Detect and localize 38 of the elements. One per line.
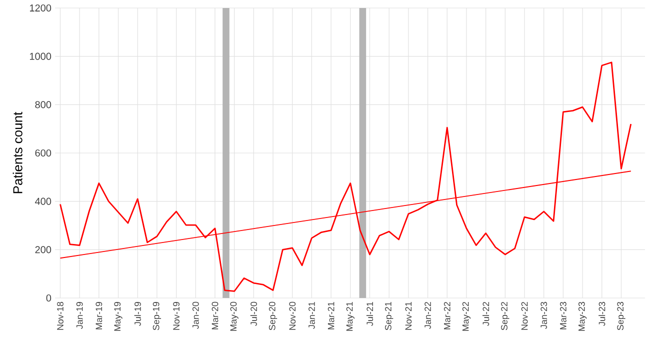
y-tick-label: 0 — [46, 294, 52, 302]
x-tick-label: May-21 — [346, 302, 354, 331]
y-tick-label: 1200 — [30, 4, 52, 12]
x-tick-label: Sep-22 — [501, 302, 510, 330]
x-tick-label: Sep-19 — [152, 302, 162, 330]
x-tick-label: Nov-21 — [405, 302, 412, 330]
x-tick-label: Jan-20 — [192, 302, 199, 329]
x-tick-label: Mar-21 — [328, 302, 334, 330]
x-tick-label: Jul-22 — [482, 302, 490, 326]
x-tick-label: Jan-21 — [308, 302, 315, 329]
x-tick-label: Mar-20 — [212, 302, 218, 330]
x-tick-label: Jan-19 — [76, 302, 83, 329]
y-tick-label: 400 — [35, 198, 52, 205]
x-tick-label: Nov-19 — [173, 302, 180, 330]
x-tick-label: Sep-23 — [617, 302, 626, 330]
y-tick-label: 600 — [35, 149, 52, 157]
x-tick-label: Jul-20 — [250, 302, 257, 326]
x-tick-label: Mar-23 — [560, 302, 566, 330]
x-tick-label: Mar-19 — [96, 302, 102, 330]
x-tick-label: Jan-23 — [540, 302, 548, 329]
y-tick-label: 1000 — [30, 52, 52, 60]
x-tick-label: Sep-21 — [385, 302, 394, 330]
y-axis-title: Patients count — [12, 112, 22, 194]
x-tick-label: Nov-18 — [57, 302, 64, 330]
y-tick-label: 200 — [35, 246, 52, 254]
x-tick-label: Jul-23 — [598, 302, 606, 326]
x-tick-label: May-23 — [578, 302, 587, 331]
x-tick-label: Sep-20 — [268, 302, 278, 330]
y-tick-label: 800 — [35, 101, 52, 108]
x-tick-label: May-22 — [462, 302, 471, 331]
x-tick-label: Nov-22 — [521, 302, 528, 330]
x-tick-label: May-20 — [230, 302, 238, 331]
x-tick-label: Jul-21 — [366, 302, 374, 326]
x-tick-label: Jan-22 — [424, 302, 431, 329]
x-tick-label: Nov-20 — [289, 302, 296, 330]
x-tick-label: Mar-22 — [444, 302, 450, 330]
x-tick-label: May-19 — [114, 302, 122, 331]
x-tick-label: Jul-19 — [134, 302, 141, 326]
